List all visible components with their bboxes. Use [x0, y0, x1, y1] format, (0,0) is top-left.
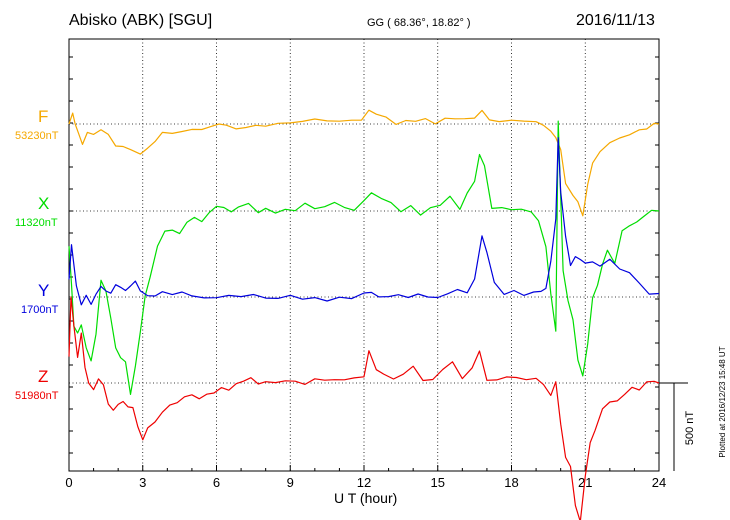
- grid: [142, 39, 586, 471]
- series-name-z: Z: [38, 367, 49, 386]
- scale-bar-label: 500 nT: [684, 411, 696, 446]
- series-line-x: [68, 120, 660, 395]
- series-baseline-x: 11320nT: [15, 217, 58, 229]
- x-tick-label: 24: [652, 475, 666, 490]
- series-line-y: [68, 137, 660, 306]
- date-label: 2016/11/13: [576, 12, 655, 29]
- plotted-timestamp: Plotted at 2016/12/23 15:48 UT: [718, 346, 727, 457]
- x-tick-label: 6: [213, 475, 220, 490]
- station-coordinates: GG ( 68.36°, 18.82° ): [367, 17, 471, 29]
- x-tick-label: 21: [578, 475, 592, 490]
- x-tick-label: 15: [431, 475, 445, 490]
- series-lines: [68, 109, 660, 520]
- series-baseline-y: 1700nT: [21, 304, 59, 316]
- x-tick-label: 0: [65, 475, 72, 490]
- series-name-y: Y: [38, 281, 50, 300]
- series-line-z: [68, 296, 660, 520]
- baselines: [69, 123, 688, 384]
- x-tick-label: 18: [504, 475, 518, 490]
- scale-bar: 500 nT: [659, 382, 696, 471]
- station-title: Abisko (ABK) [SGU]: [69, 12, 213, 29]
- x-tick-label: 3: [139, 475, 146, 490]
- series-baseline-z: 51980nT: [15, 390, 59, 402]
- x-tick-label: 12: [357, 475, 371, 490]
- x-axis: 0 3 6 9 12 15 18 21 24: [65, 56, 666, 490]
- x-tick-label: 9: [287, 475, 294, 490]
- series-name-f: F: [38, 107, 49, 126]
- plot-frame: [68, 38, 660, 472]
- series-name-x: X: [38, 194, 50, 213]
- series-baseline-f: 53230nT: [15, 130, 59, 142]
- series-line-f: [68, 109, 660, 217]
- x-axis-label: U T (hour): [334, 490, 398, 506]
